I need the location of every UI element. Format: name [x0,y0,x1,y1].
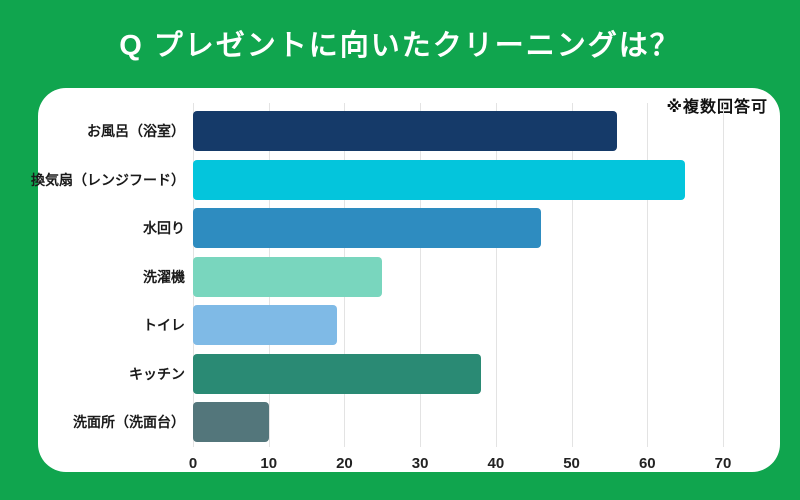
chart-row: 換気扇（レンジフード） [31,159,780,200]
bar-7 [193,402,269,442]
x-tick-label: 70 [714,455,732,472]
x-tick-label: 10 [260,455,278,472]
gridline-x-30 [420,103,422,447]
bar-5 [193,305,337,345]
bar-track [193,256,723,297]
bar-2 [193,159,686,200]
chart-row: お風呂（浴室） [38,111,780,151]
x-tick-label: 40 [487,455,505,472]
bar-track [193,111,723,151]
bar-6 [193,353,481,394]
category-label: 洗濯機 [143,268,185,285]
bar-rows: お風呂（浴室） 換気扇（レンジフード） 水回り洗濯機トイレキッチン洗面所（洗面台） [31,111,780,451]
x-tick-label: 20 [336,455,353,472]
bar-3 [193,208,542,248]
bar-1 [193,111,617,151]
chart-row: 水回り [38,208,780,248]
chart-card: ※複数回答可 0 10 20 30 40 50 60 70 お風呂（浴室） 換気扇（レンジフード… [31,88,780,472]
category-label: お風呂（浴室） [87,123,185,139]
chart-row: キッチン [38,353,780,394]
bar-track [193,208,723,248]
gridline-x-40 [495,103,497,447]
gridline-x-70 [723,103,724,447]
x-tick-label: 0 [188,455,198,472]
category-label: 洗面所（洗面台） [73,414,185,430]
chart-title: Q プレゼントに向いたクリーニングは？ [119,30,681,62]
title-bar: Q プレゼントに向いたクリーニングは？ [0,0,800,86]
gridline-x-50 [571,103,573,447]
chart-row: 洗濯機 [38,256,780,297]
x-tick-label: 50 [563,455,580,472]
chart-row: 洗面所（洗面台） [38,402,780,442]
bar-track [193,159,723,200]
x-tick-label: 30 [411,455,429,472]
bar-track [193,353,723,394]
gridline-x-60 [647,103,649,447]
category-label: 換気扇（レンジフード） [31,171,185,188]
chart-row: トイレ [38,305,780,345]
multiple-answers-note: ※複数回答可 [666,99,768,116]
category-label: トイレ [143,317,185,333]
category-label: キッチン [129,365,185,382]
bar-track [193,402,723,442]
bar-track [193,305,723,345]
x-tick-label: 60 [638,455,656,472]
category-label: 水回り [143,220,185,236]
bar-4 [193,256,383,297]
